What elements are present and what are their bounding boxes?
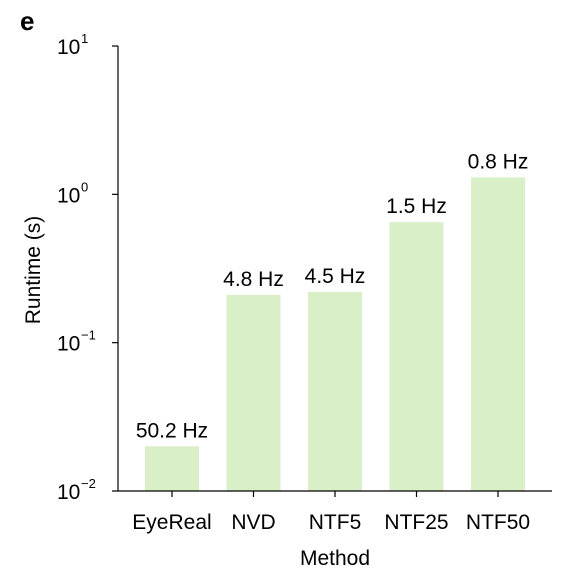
bar-eyereal <box>145 446 199 491</box>
y-tick-label-0: 10 <box>57 36 80 59</box>
panel-letter: e <box>20 6 34 36</box>
x-tick-label-ntf25: NTF25 <box>384 511 448 534</box>
data-label-eyereal: 50.2 Hz <box>136 419 208 442</box>
y-tick-exponent-2: −1 <box>81 328 96 343</box>
x-tick-label-ntf50: NTF50 <box>466 511 530 534</box>
bar-nvd <box>226 294 281 491</box>
y-tick-label-1: 10 <box>57 184 80 207</box>
x-tick-label-eyereal: EyeReal <box>132 511 211 534</box>
y-tick-exponent-0: 1 <box>81 31 88 46</box>
data-labels-group: 50.2 Hz 4.8 Hz 4.5 Hz 1.5 Hz 0.8 Hz <box>136 150 529 442</box>
y-tick-label-2: 10 <box>57 333 80 356</box>
data-label-ntf25: 1.5 Hz <box>386 195 447 218</box>
data-label-nvd: 4.8 Hz <box>223 268 284 291</box>
bar-ntf25 <box>389 222 444 491</box>
y-tick-label-3: 10 <box>57 481 80 504</box>
y-tick-exponent-3: −2 <box>81 476 96 491</box>
x-ticks-group: EyeReal NVD NTF5 NTF25 NTF50 <box>132 491 530 534</box>
data-label-ntf50: 0.8 Hz <box>468 150 529 173</box>
data-label-ntf5: 4.5 Hz <box>305 265 366 288</box>
bars-group <box>145 177 525 491</box>
bar-ntf50 <box>471 177 525 491</box>
y-tick-exponent-1: 0 <box>81 179 88 194</box>
x-axis-title: Method <box>300 547 370 570</box>
x-tick-label-nvd: NVD <box>231 511 275 534</box>
x-tick-label-ntf5: NTF5 <box>309 511 362 534</box>
bar-ntf5 <box>308 291 362 491</box>
y-axis-title: Runtime (s) <box>22 216 45 325</box>
